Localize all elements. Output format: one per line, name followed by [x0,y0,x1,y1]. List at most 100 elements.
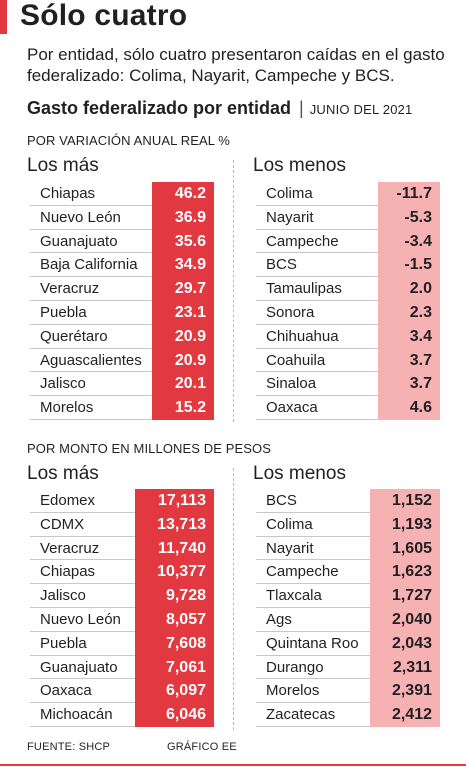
bottom-rule [0,764,466,766]
row-value: 36.9 [152,205,214,230]
row-state-name: Morelos [266,682,320,700]
row-value: 20.1 [152,372,214,397]
row-state-name: Tlaxcala [266,587,322,605]
row-state-name: Jalisco [40,375,86,393]
row-value: 2,391 [370,679,440,704]
row-value: 20.9 [152,324,214,349]
table-row: BCS 1,152 [256,489,440,513]
row-state-name: Michoacán [40,706,113,724]
row-state-name: Chiapas [40,185,96,202]
table-row: Sinaloa 3.7 [256,372,440,397]
table-row: Sonora 2.3 [256,300,440,325]
row-state-name: Quintana Roo [266,634,359,652]
row-state-name: Ags [266,610,292,628]
chart-header: Gasto federalizado por entidad | JUNIO D… [27,98,413,119]
row-state-name: Baja California [40,256,138,274]
table-row: Jalisco 20.1 [30,372,214,397]
table-row: Nayarit -5.3 [256,205,440,230]
row-state-name: Chiapas [40,563,96,581]
table-variation-top: Chiapas 46.2 Nuevo León 36.9 Guanajuato 35.6 B… [30,182,214,420]
row-value: 1,152 [370,489,440,513]
row-state-name: Puebla [40,634,87,652]
row-state-name: Aguascalientes [40,351,142,369]
row-state-name: BCS [266,256,297,274]
table-row: Zacatecas 2,412 [256,703,440,727]
row-value: 1,605 [370,536,440,561]
row-value: 7,061 [135,655,214,680]
table-variation-bottom: Colima -11.7 Nayarit -5.3 Campeche -3.4 BCS -1.… [256,182,440,420]
row-state-name: BCS [266,492,297,509]
row-value: 2.3 [378,300,440,325]
row-state-name: Morelos [40,399,94,417]
table-row: Campeche -3.4 [256,229,440,254]
row-value: -5.3 [378,205,440,230]
row-value: 13,713 [135,512,214,537]
row-state-name: Veracruz [40,280,100,298]
table-row: Baja California 34.9 [30,253,214,278]
row-state-name: Oaxaca [266,399,318,417]
row-value: 7,608 [135,631,214,656]
row-state-name: Durango [266,658,324,676]
group-heading-bottom-variation: Los menos [253,155,346,176]
table-row: Oaxaca 6,097 [30,679,214,704]
table-row: Nuevo León 36.9 [30,205,214,230]
table-row: Tlaxcala 1,727 [256,584,440,608]
row-state-name: Coahuila [266,351,326,369]
table-row: Veracruz 11,740 [30,536,214,561]
table-row: CDMX 13,713 [30,512,214,537]
table-row: Nuevo León 8,057 [30,607,214,632]
row-value: 2,043 [370,631,440,656]
row-state-name: Veracruz [40,539,100,557]
row-value: 3.4 [378,324,440,349]
row-value: -3.4 [378,229,440,254]
row-value: 6,046 [135,703,214,727]
row-state-name: Guanajuato [40,232,118,250]
row-value: 35.6 [152,229,214,254]
row-state-name: Nayarit [266,539,314,557]
table-row: Colima 1,193 [256,512,440,537]
group-heading-top-amount: Los más [27,463,99,484]
table-row: Quintana Roo 2,043 [256,631,440,656]
section-label-variation: POR VARIACIÓN ANUAL REAL % [27,133,230,148]
table-row: Chiapas 46.2 [30,182,214,206]
table-row: Campeche 1,623 [256,560,440,585]
table-row: Veracruz 29.7 [30,277,214,301]
row-value: 3.7 [378,348,440,373]
chart-title-separator: | [299,98,304,118]
table-row: Chihuahua 3.4 [256,324,440,349]
row-value: 34.9 [152,253,214,278]
table-row: Aguascalientes 20.9 [30,348,214,373]
section-label-amount: POR MONTO EN MILLONES DE PESOS [27,441,272,456]
row-state-name: Jalisco [40,587,86,605]
table-row: Guanajuato 7,061 [30,655,214,680]
row-state-name: Oaxaca [40,682,92,700]
table-row: Guanajuato 35.6 [30,229,214,254]
row-state-name: Nuevo León [40,208,121,226]
row-state-name: Nuevo León [40,610,121,628]
row-value: 4.6 [378,396,440,420]
row-state-name: Campeche [266,563,339,581]
table-row: Morelos 2,391 [256,679,440,704]
column-divider [233,468,234,730]
row-state-name: Colima [266,515,313,533]
table-amount-bottom: BCS 1,152 Colima 1,193 Nayarit 1,605 Campeche 1… [256,489,440,727]
table-row: Durango 2,311 [256,655,440,680]
row-state-name: Campeche [266,232,339,250]
row-value: 20.9 [152,348,214,373]
row-state-name: Edomex [40,492,96,509]
table-row: Edomex 17,113 [30,489,214,513]
source-note: FUENTE: SHCP [27,741,111,753]
table-row: Tamaulipas 2.0 [256,277,440,301]
table-row: Morelos 15.2 [30,396,214,420]
row-value: 46.2 [152,182,214,206]
row-value: 9,728 [135,584,214,608]
row-state-name: Guanajuato [40,658,118,676]
headline-accent-bar [0,0,7,34]
row-state-name: Sinaloa [266,375,317,393]
row-value: 2,311 [370,655,440,680]
table-amount-top: Edomex 17,113 CDMX 13,713 Veracruz 11,740 Chia… [30,489,214,727]
row-value: 6,097 [135,679,214,704]
table-row: Puebla 7,608 [30,631,214,656]
row-state-name: Tamaulipas [266,280,342,298]
row-value: 10,377 [135,560,214,585]
